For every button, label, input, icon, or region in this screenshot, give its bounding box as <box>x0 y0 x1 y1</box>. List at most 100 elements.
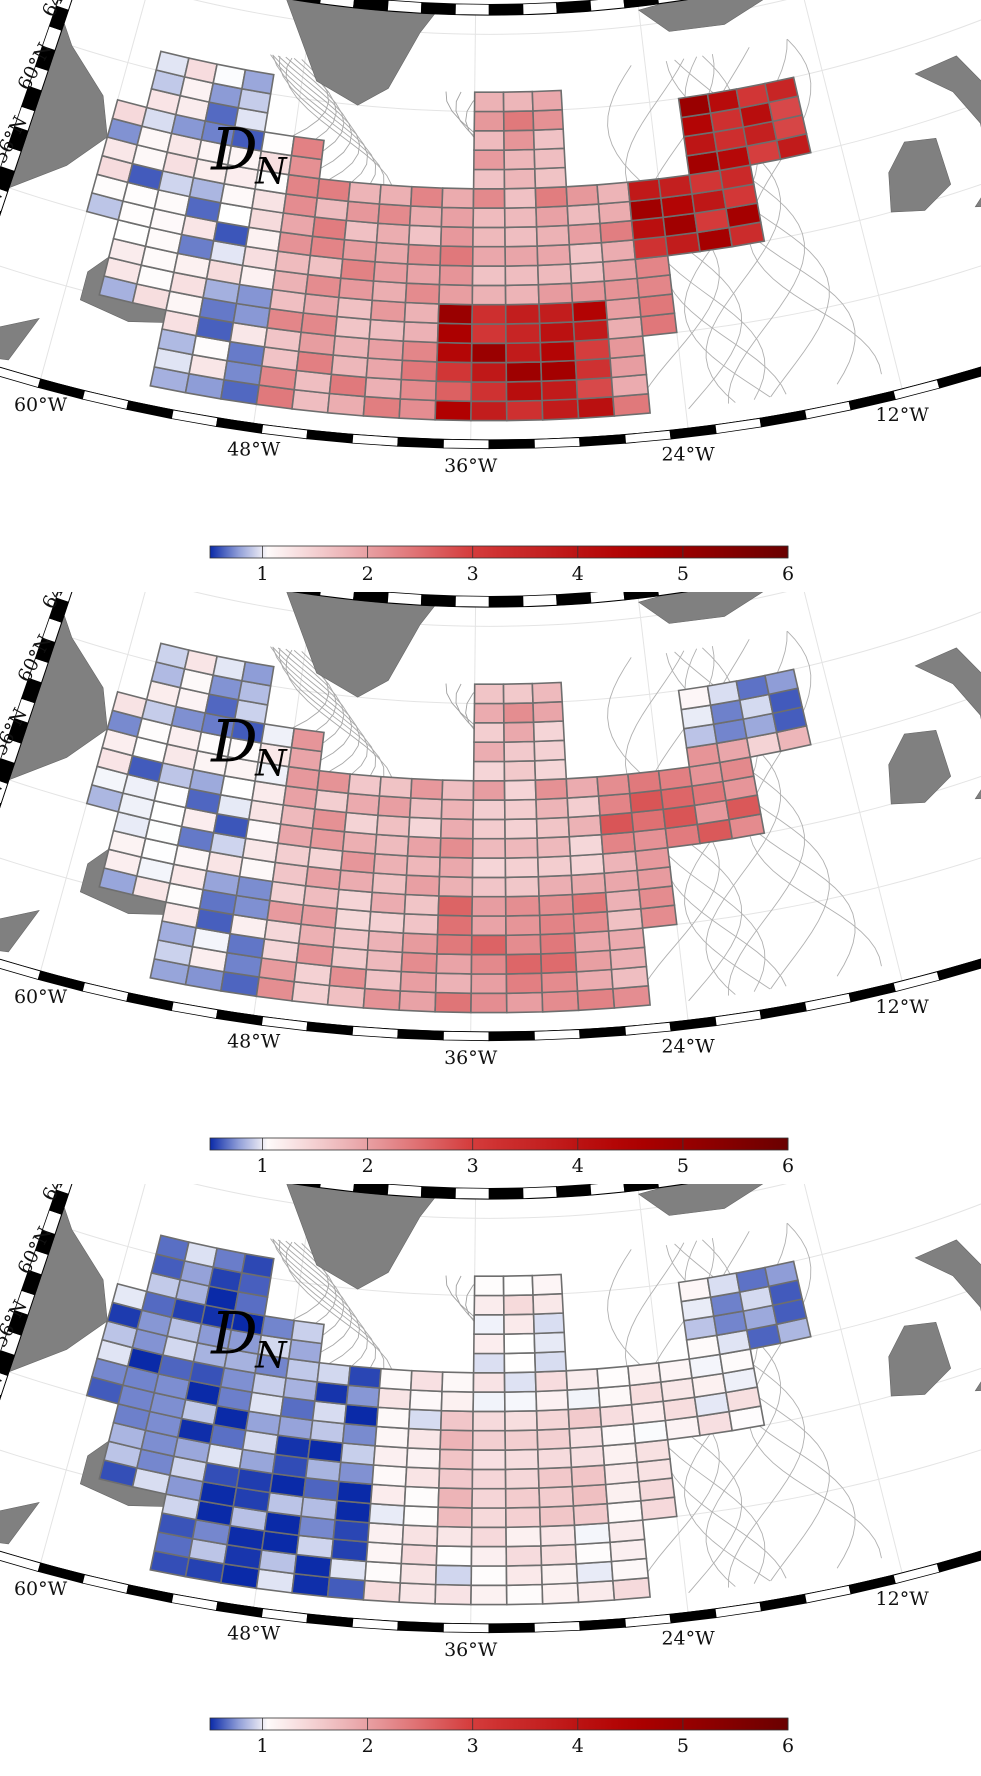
grid-cell <box>331 947 367 969</box>
grid-cell <box>366 1542 402 1564</box>
grid-cell <box>609 1520 645 1542</box>
grid-cell <box>597 1366 630 1388</box>
grid-cell <box>345 813 379 835</box>
grid-cell <box>506 1469 540 1489</box>
grid-cell <box>442 188 474 208</box>
frame-tick <box>127 1585 173 1603</box>
grid-cell <box>440 1430 473 1450</box>
frame-tick <box>670 425 716 439</box>
frame-tick <box>307 1614 353 1627</box>
grid-cell <box>399 991 436 1012</box>
grid-cell <box>440 838 473 858</box>
grid-cell <box>377 815 410 836</box>
grid-cell <box>317 771 350 794</box>
grid-cell <box>407 856 441 877</box>
grid-cell <box>403 1506 438 1527</box>
frame-tick <box>760 410 806 427</box>
grid-cell <box>535 168 567 189</box>
grid-cell <box>504 1353 535 1373</box>
frame-tick <box>352 434 398 446</box>
grid-cell <box>366 950 402 972</box>
grid-cell <box>569 1427 603 1448</box>
grid-cell <box>471 382 506 401</box>
frame-tick <box>82 391 128 410</box>
grid-cell <box>504 742 535 762</box>
grid-cell <box>292 729 325 752</box>
grid-cell <box>292 137 325 160</box>
grid-cell <box>474 131 504 150</box>
grid-cell <box>542 991 579 1012</box>
land-mass <box>889 730 951 804</box>
colorbar-tick-label: 3 <box>467 1735 479 1757</box>
grid-cell <box>505 1430 538 1450</box>
grid-cell <box>577 970 613 992</box>
grid-cell <box>346 793 379 815</box>
grid-cell <box>603 851 637 873</box>
grid-cell <box>365 1561 401 1583</box>
grid-cell <box>506 323 541 343</box>
region-label: D <box>210 115 258 183</box>
frame-tick <box>443 1623 489 1632</box>
grid-cell <box>471 1585 507 1604</box>
grid-cell <box>442 780 474 800</box>
grid-cell <box>473 819 505 838</box>
grid-cell <box>534 148 565 169</box>
grid-cell <box>506 1507 541 1527</box>
frame-tick <box>977 0 981 6</box>
grid-cell <box>369 320 404 342</box>
grid-cell <box>610 1539 646 1561</box>
frame-tick <box>398 438 444 449</box>
grid-cell <box>475 1276 504 1295</box>
grid-cell <box>532 682 562 703</box>
grid-cell <box>402 341 437 362</box>
grid-cell <box>708 681 740 705</box>
frame-tick <box>805 993 851 1011</box>
grid-cell <box>472 343 507 362</box>
grid-cell <box>505 780 537 800</box>
grid-cell <box>534 740 565 761</box>
frame-tick <box>307 430 353 443</box>
frame-tick <box>590 592 625 603</box>
grid-cell <box>440 265 473 285</box>
frame-tick <box>489 439 535 448</box>
grid-cell <box>441 1391 473 1411</box>
frame-tick <box>580 1027 626 1039</box>
grid-cell <box>600 813 634 835</box>
colorbar-tick-label: 2 <box>362 563 374 585</box>
grid-cell <box>400 972 436 993</box>
grid-cell <box>537 245 570 266</box>
grid-cell <box>363 397 400 419</box>
grid-cell <box>575 931 611 953</box>
frame-tick <box>216 418 262 433</box>
grid-cell <box>371 300 406 322</box>
grid-cell <box>577 378 613 400</box>
grid-cell <box>405 895 439 916</box>
grid-cell <box>567 204 600 225</box>
grid-cell <box>708 89 740 113</box>
grid-cell <box>411 1371 443 1392</box>
grid-cell <box>576 358 612 380</box>
grid-cell <box>609 336 645 358</box>
grid-cell <box>472 1508 506 1527</box>
grid-cell <box>504 1276 534 1296</box>
grid-cell <box>348 1366 381 1388</box>
grid-cell <box>473 227 505 246</box>
lon-label: 60°W <box>14 1578 68 1600</box>
grid-cell <box>345 221 379 243</box>
grid-cell <box>372 281 406 303</box>
grid-cell <box>471 955 506 974</box>
grid-cell <box>506 973 542 993</box>
grid-cell <box>540 914 575 935</box>
grid-cell <box>506 304 540 324</box>
grid-cell <box>628 179 661 202</box>
grid-cell <box>437 935 472 955</box>
grid-cell <box>400 1564 436 1585</box>
grid-cell <box>539 895 573 916</box>
grid-cell <box>659 767 692 790</box>
grid-cell <box>571 1465 605 1486</box>
grid-cell <box>439 285 473 305</box>
grid-cell <box>569 835 603 856</box>
grid-cell <box>535 1352 567 1373</box>
region-label: D <box>210 707 258 775</box>
